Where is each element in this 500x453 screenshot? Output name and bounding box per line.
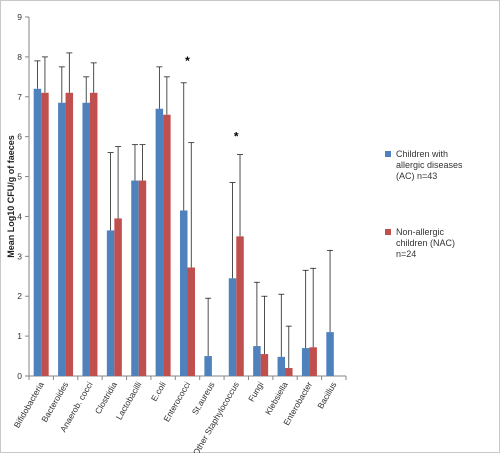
bar	[65, 92, 74, 377]
legend-label: Non-allergic	[396, 227, 445, 237]
y-tick-label: 9	[17, 12, 22, 22]
bar	[114, 218, 122, 376]
bar	[180, 210, 188, 376]
x-tick-label: Bifidobacteria	[12, 380, 47, 430]
x-tick-label: E.coli	[149, 380, 168, 403]
x-tick-label: Clostridia	[93, 380, 120, 416]
bar	[228, 278, 237, 376]
bar	[155, 108, 164, 376]
bar	[236, 236, 244, 376]
bar	[106, 230, 115, 376]
bar	[277, 356, 286, 376]
x-tick-label: Klebsiella	[263, 380, 290, 417]
bar	[58, 102, 66, 376]
bar	[309, 347, 317, 376]
axes: 0 1 2 3 4 5 6 7 8 9	[17, 12, 347, 381]
bars	[33, 88, 334, 377]
legend-swatch	[385, 151, 391, 157]
x-tick-label: Bacillus	[315, 380, 338, 410]
bar	[260, 354, 269, 376]
annotations: **	[185, 54, 239, 144]
y-tick-label: 8	[17, 52, 22, 62]
bar	[89, 92, 98, 377]
x-tick-label: St.aureus	[190, 380, 217, 417]
legend-label: (AC) n=43	[396, 171, 437, 181]
legend-label: Children with	[396, 149, 448, 159]
legend-label: n=24	[396, 249, 416, 259]
significance-marker: *	[185, 54, 190, 68]
error-bars	[34, 52, 334, 369]
x-tick-label: Fungi	[246, 380, 265, 404]
bar	[33, 88, 42, 377]
bar	[326, 332, 334, 376]
y-tick-label: 6	[17, 132, 22, 142]
bar	[285, 368, 293, 376]
y-tick-label: 2	[17, 291, 22, 301]
bar	[138, 180, 147, 376]
bar	[131, 180, 139, 376]
significance-marker: *	[234, 130, 239, 144]
legend-label: children (NAC)	[396, 238, 455, 248]
bar	[253, 346, 261, 376]
y-tick-label: 7	[17, 92, 22, 102]
legend-swatch	[385, 229, 391, 235]
bar	[82, 102, 90, 376]
bar	[204, 356, 212, 376]
y-tick-label: 1	[17, 331, 22, 341]
y-tick-label: 5	[17, 172, 22, 182]
y-tick-label: 0	[17, 371, 22, 381]
bar	[163, 114, 171, 376]
bar	[41, 92, 49, 377]
y-tick-label: 3	[17, 251, 22, 261]
bar	[187, 267, 195, 376]
bar	[301, 348, 310, 376]
y-axis-label: Mean Log10 CFU/g of faeces	[6, 135, 16, 258]
y-tick-label: 4	[17, 211, 22, 221]
legend-label: allergic diseases	[396, 160, 463, 170]
